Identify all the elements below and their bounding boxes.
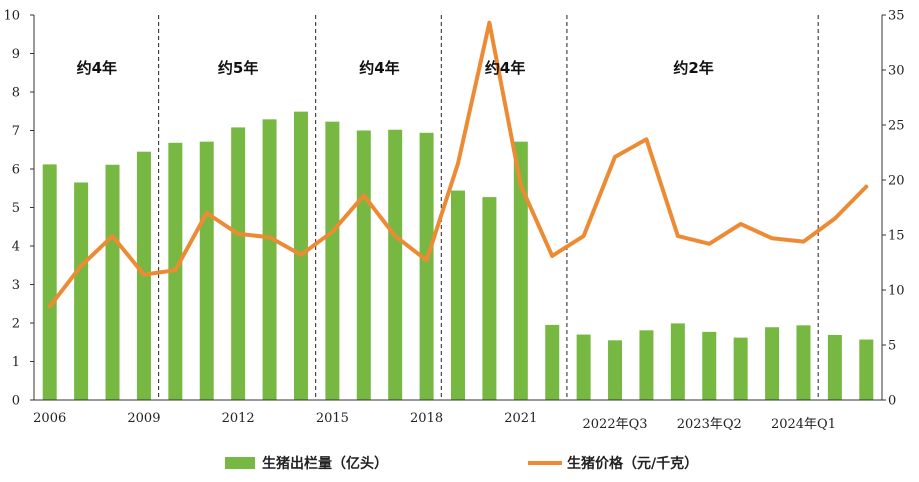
period-label-2: 约5年 [218, 59, 258, 77]
bar-2008 [105, 164, 120, 400]
x-tick-7: 2022年Q3 [583, 417, 648, 432]
y-left-tick-9: 9 [12, 47, 20, 62]
y-right-tick-30: 30 [888, 64, 905, 79]
bar-2021 [513, 141, 528, 401]
bar-2024Q3 [859, 339, 874, 400]
bar-2018 [419, 132, 434, 400]
period-labels: 约4年 约5年 约4年 约4年 约2年 [77, 59, 714, 77]
period-label-3: 约4年 [359, 59, 399, 77]
bar-2011 [199, 141, 214, 401]
x-tick-8: 2023年Q2 [677, 417, 742, 432]
x-tick-1: 2006 [33, 411, 66, 426]
y-left-tick-3: 3 [12, 278, 20, 293]
bar-2023Q2 [702, 331, 717, 400]
period-dividers [158, 15, 819, 400]
y-left-tick-2: 2 [12, 317, 20, 332]
bar-2024Q1 [796, 325, 811, 400]
legend-label-output: 生猪出栏量（亿头） [262, 455, 388, 472]
bar-2006 [42, 164, 57, 400]
bar-2020 [482, 197, 497, 400]
y-right-tick-10: 10 [888, 284, 905, 299]
bar-2007 [74, 182, 89, 400]
bar-2013 [262, 119, 277, 401]
y-left-tick-6: 6 [12, 163, 20, 178]
x-tick-3: 2012 [222, 411, 255, 426]
legend-swatch-output [225, 457, 255, 469]
y-right-tick-35: 35 [888, 9, 905, 24]
x-tick-9: 2024年Q1 [771, 417, 836, 432]
y-right-tick-15: 15 [888, 229, 905, 244]
bar-2022Q4 [639, 330, 654, 400]
y-right-tick-20: 20 [888, 174, 905, 189]
bar-2019 [451, 190, 465, 400]
x-tick-4: 2015 [316, 411, 349, 426]
axes: 0 1 2 3 4 5 6 7 8 9 10 0 5 10 15 20 25 30 35 2006 2009 2012 20… [3, 9, 904, 433]
y-left-tick-8: 8 [12, 86, 20, 101]
bar-2017 [388, 129, 403, 401]
y-right-tick-5: 5 [888, 339, 896, 354]
price-line [47, 20, 869, 309]
y-right-tick-25: 25 [888, 119, 905, 134]
y-left-tick-10: 10 [3, 9, 20, 24]
period-label-4: 约4年 [485, 59, 525, 77]
legend: 生猪出栏量（亿头） 生猪价格（元/千克） [225, 455, 698, 472]
period-label-1: 约4年 [77, 59, 117, 77]
bar-2024Q2 [827, 334, 842, 400]
y-left-tick-4: 4 [12, 240, 20, 255]
bar-2022Q1 [545, 324, 560, 400]
x-tick-2: 2009 [127, 411, 160, 426]
legend-label-price: 生猪价格（元/千克） [567, 455, 698, 472]
y-left-tick-1: 1 [12, 355, 20, 370]
bar-2022Q2 [576, 334, 591, 400]
y-left-tick-7: 7 [12, 124, 20, 139]
y-left-tick-5: 5 [12, 201, 20, 216]
period-label-5: 约2年 [673, 59, 713, 77]
bar-2022Q3 [608, 340, 623, 400]
x-tick-5: 2018 [410, 411, 443, 426]
x-tick-6: 2021 [504, 411, 537, 426]
bar-2023Q3 [733, 337, 748, 400]
bar-2015 [325, 121, 340, 401]
bar-2023Q4 [765, 327, 780, 400]
bar-2023Q1 [670, 323, 685, 400]
bar-2016 [356, 130, 371, 400]
bar-2012 [231, 127, 246, 401]
line-series-price [47, 20, 869, 309]
y-left-tick-0: 0 [12, 394, 20, 409]
y-right-tick-0: 0 [888, 394, 896, 409]
